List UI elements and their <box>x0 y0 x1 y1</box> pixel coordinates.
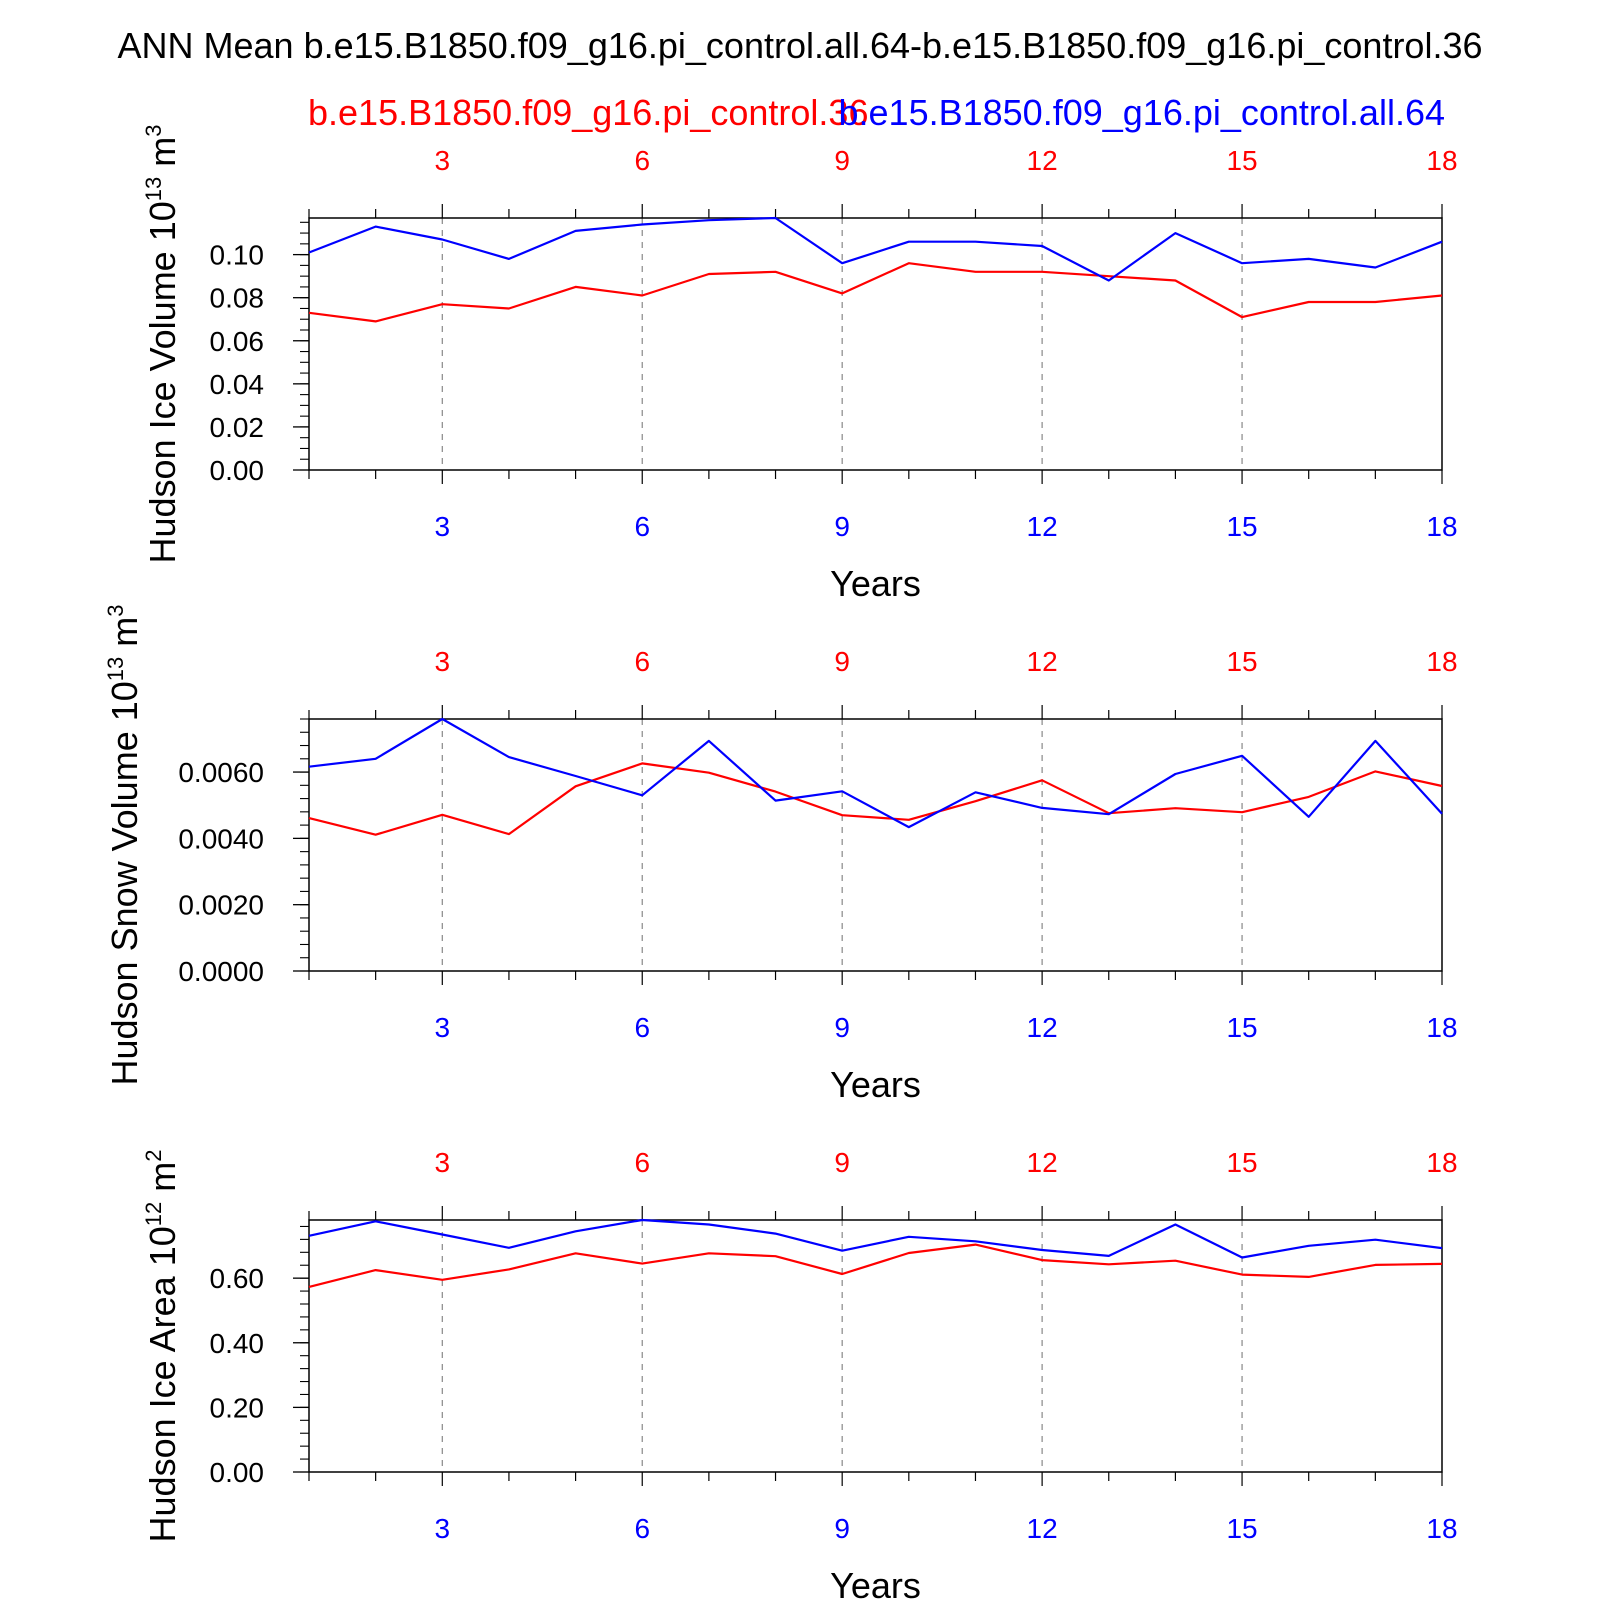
y-axis-title: Hudson Ice Volume 1013 m3 <box>141 125 183 564</box>
y-tick-label: 0.0040 <box>178 823 264 854</box>
series-line-blue <box>308 1218 1443 1259</box>
chart-panel-1: 3 3 6 6 9 9 12 12 15 15 18 18 Years 0.00 0.02 0.04 0.06 0… <box>141 125 1458 604</box>
x-tick-label-top: 18 <box>1426 646 1457 677</box>
x-tick-label-top: 9 <box>834 646 850 677</box>
x-tick-label-top: 18 <box>1426 145 1457 176</box>
y-tick-label: 0.00 <box>210 455 265 486</box>
x-axis-title: Years <box>830 1064 921 1105</box>
x-tick-label-top: 15 <box>1226 1147 1257 1178</box>
x-tick-label-bottom: 12 <box>1027 1513 1058 1544</box>
y-tick-label: 0.06 <box>210 326 265 357</box>
x-tick-label-top: 6 <box>634 646 650 677</box>
x-tick-label-top: 12 <box>1027 145 1058 176</box>
x-tick-label-bottom: 3 <box>435 1012 451 1043</box>
x-tick-label-bottom: 3 <box>435 1513 451 1544</box>
x-tick-label-top: 18 <box>1426 1147 1457 1178</box>
series-line-blue <box>308 717 1443 829</box>
chart-panels: 3 3 6 6 9 9 12 12 15 15 18 18 Years 0.00 0.02 0.04 0.06 0… <box>103 125 1458 1600</box>
x-tick-label-bottom: 15 <box>1226 511 1257 542</box>
x-tick-label-top: 3 <box>435 1147 451 1178</box>
x-tick-label-bottom: 6 <box>634 1513 650 1544</box>
figure-title: ANN Mean b.e15.B1850.f09_g16.pi_control.… <box>118 25 1483 66</box>
y-tick-label: 0.20 <box>210 1392 265 1423</box>
y-axis-title: Hudson Snow Volume 1013 m3 <box>103 605 145 1086</box>
y-axis-title: Hudson Ice Area 1012 m2 <box>141 1150 183 1543</box>
chart-panel-3: 3 3 6 6 9 9 12 12 15 15 18 18 Years 0.00 0.20 0.40 0.60 H… <box>141 1147 1458 1600</box>
y-tick-label: 0.0000 <box>178 956 264 987</box>
x-tick-label-bottom: 9 <box>834 1012 850 1043</box>
x-axis-title: Years <box>830 563 921 604</box>
plot-frame <box>308 217 1443 471</box>
x-tick-label-bottom: 12 <box>1027 1012 1058 1043</box>
x-tick-label-bottom: 9 <box>834 511 850 542</box>
series-line-red <box>308 762 1443 836</box>
series-line-blue <box>308 216 1443 282</box>
x-tick-label-top: 15 <box>1226 646 1257 677</box>
y-tick-label: 0.08 <box>210 283 265 314</box>
y-tick-label: 0.04 <box>210 369 265 400</box>
y-tick-label: 0.0020 <box>178 890 264 921</box>
series-line-red <box>308 262 1443 323</box>
x-tick-label-top: 9 <box>834 1147 850 1178</box>
y-tick-label: 0.02 <box>210 412 265 443</box>
y-tick-label: 0.00 <box>210 1457 265 1488</box>
x-axis-title: Years <box>830 1565 921 1600</box>
y-tick-label: 0.0060 <box>178 757 264 788</box>
x-tick-label-bottom: 18 <box>1426 1012 1457 1043</box>
x-tick-label-top: 12 <box>1027 646 1058 677</box>
x-tick-label-bottom: 15 <box>1226 1513 1257 1544</box>
y-tick-label: 0.10 <box>210 240 265 271</box>
x-tick-label-bottom: 12 <box>1027 511 1058 542</box>
y-tick-label: 0.40 <box>210 1328 265 1359</box>
x-tick-label-bottom: 15 <box>1226 1012 1257 1043</box>
x-tick-label-bottom: 6 <box>634 1012 650 1043</box>
legend-red-label: b.e15.B1850.f09_g16.pi_control.36 <box>308 92 868 133</box>
x-tick-label-top: 9 <box>834 145 850 176</box>
y-tick-label: 0.60 <box>210 1263 265 1294</box>
x-tick-label-bottom: 9 <box>834 1513 850 1544</box>
x-tick-label-bottom: 3 <box>435 511 451 542</box>
series-line-red <box>308 1243 1443 1288</box>
plot-frame <box>308 718 1443 972</box>
x-tick-label-bottom: 18 <box>1426 1513 1457 1544</box>
x-tick-label-bottom: 6 <box>634 511 650 542</box>
x-tick-label-top: 3 <box>435 145 451 176</box>
legend-blue-label: b.e15.B1850.f09_g16.pi_control.all.64 <box>839 92 1445 133</box>
x-tick-label-top: 3 <box>435 646 451 677</box>
plot-frame <box>308 1219 1443 1473</box>
x-tick-label-top: 12 <box>1027 1147 1058 1178</box>
x-tick-label-top: 6 <box>634 145 650 176</box>
chart-panel-2: 3 3 6 6 9 9 12 12 15 15 18 18 Years 0.0000 0.0020 0.004… <box>103 605 1458 1106</box>
x-tick-label-top: 6 <box>634 1147 650 1178</box>
x-tick-label-top: 15 <box>1226 145 1257 176</box>
x-tick-label-bottom: 18 <box>1426 511 1457 542</box>
